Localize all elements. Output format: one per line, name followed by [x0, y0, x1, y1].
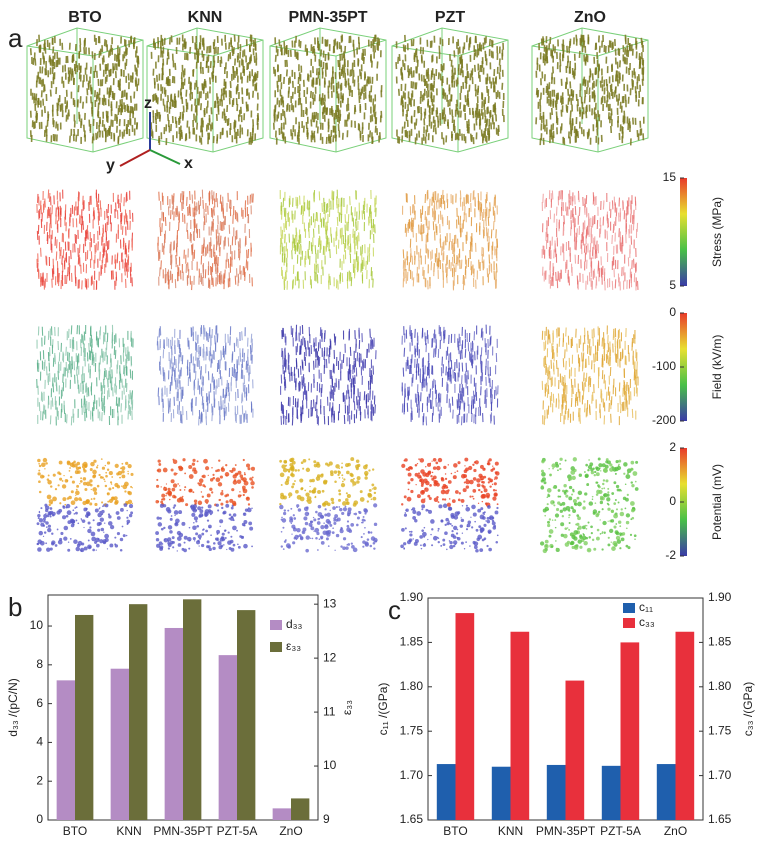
material-label: BTO — [68, 9, 101, 26]
cube-visual — [281, 325, 376, 426]
material-label: PMN-35PT — [288, 9, 367, 26]
material-label: ZnO — [574, 9, 606, 26]
panel-label: a — [8, 23, 23, 53]
cube-visual — [27, 28, 143, 152]
cube-visual — [157, 325, 253, 425]
cube-visual — [542, 190, 638, 290]
cube-visual — [280, 190, 376, 290]
cube-visual — [532, 28, 648, 152]
cube-visual — [147, 28, 263, 152]
cube-visual — [402, 325, 498, 426]
cube-visual — [403, 190, 498, 290]
material-label: KNN — [188, 9, 223, 26]
material-label: PZT — [435, 9, 465, 26]
cube-visual — [37, 190, 133, 290]
cube-visual — [392, 28, 508, 152]
cube-visual — [37, 325, 133, 426]
cube-visual — [270, 28, 386, 152]
cube-visual — [158, 190, 253, 290]
